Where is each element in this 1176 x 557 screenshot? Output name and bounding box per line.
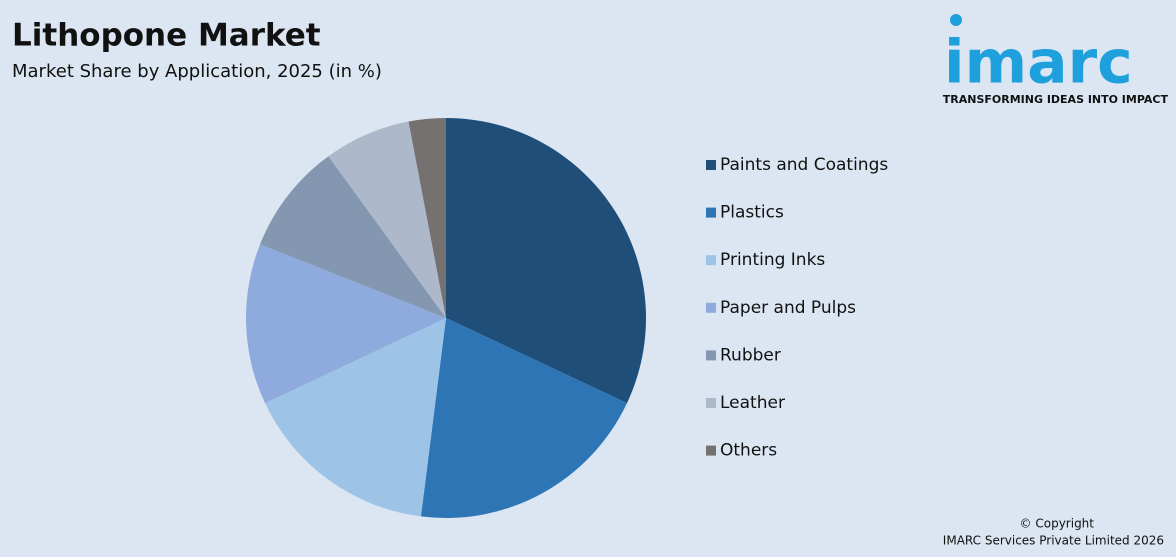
legend-swatch [706, 160, 716, 170]
legend-swatch [706, 350, 716, 361]
pie-slice [265, 318, 446, 517]
pie-slice [260, 156, 446, 318]
copyright: © Copyright [1020, 517, 1095, 531]
legend-swatch [706, 255, 716, 266]
legend-label: Printing Inks [720, 250, 825, 270]
pie-slice [408, 118, 446, 318]
legend-label: Plastics [720, 203, 784, 223]
pie-slice [420, 318, 627, 518]
legend-swatch [706, 445, 716, 456]
legend-label: Leather [720, 393, 785, 413]
legend-label: Paints and Coatings [720, 155, 888, 175]
pie-slice [328, 121, 446, 319]
logo-dot [950, 14, 962, 26]
legend-label: Paper and Pulps [720, 298, 856, 318]
logo: imarc [944, 28, 1133, 98]
logo-tagline: TRANSFORMING IDEAS INTO IMPACT [943, 93, 1169, 106]
chart-subtitle: Market Share by Application, 2025 (in %) [12, 61, 382, 82]
chart-title: Lithopone Market [12, 18, 321, 54]
legend-swatch [706, 302, 716, 313]
legend-label: Rubber [720, 345, 781, 365]
pie-slice [446, 118, 646, 404]
legend-label: Others [720, 441, 777, 461]
legend-swatch [706, 207, 716, 218]
company: IMARC Services Private Limited 2026 [943, 534, 1164, 548]
legend-swatch [706, 398, 716, 408]
pie-slice [246, 244, 446, 404]
